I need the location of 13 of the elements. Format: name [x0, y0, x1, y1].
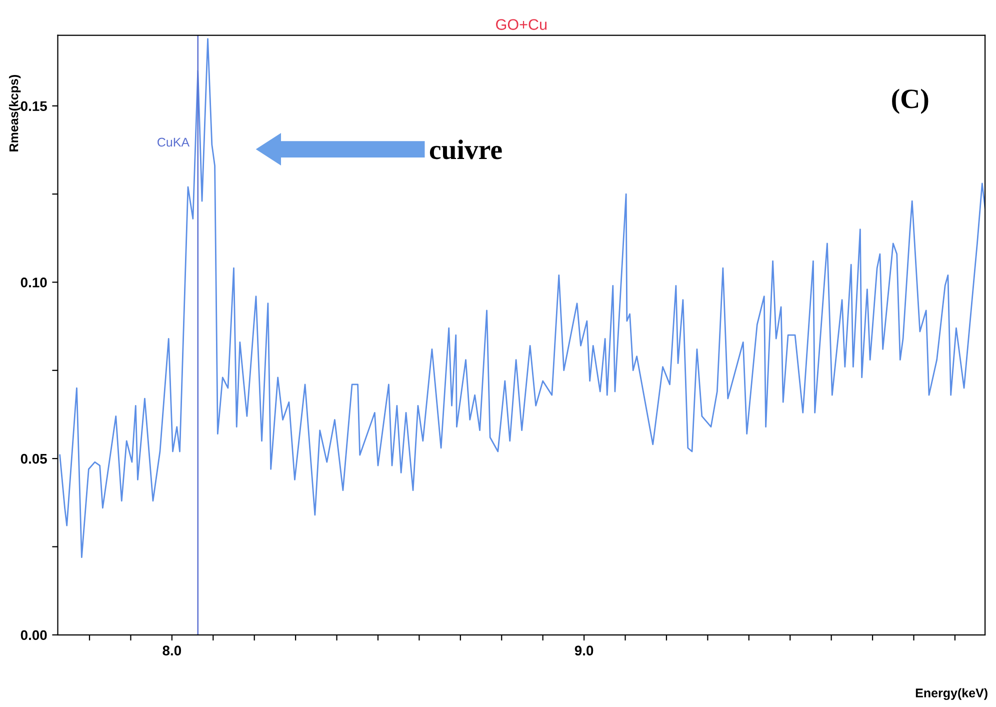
x-axis-title: Energy(keV)	[916, 688, 988, 700]
y-tick-label: 0.10	[20, 278, 47, 288]
chart-title: GO+Cu	[496, 19, 546, 30]
y-tick-label: 0.15	[20, 101, 47, 112]
line-series	[59, 38, 986, 558]
y-tick-label: 0.05	[20, 454, 47, 464]
x-tick-label: 8.0	[162, 646, 182, 656]
y-axis-title: Rmeas(kcps)	[9, 75, 21, 152]
y-tick-label: 0.00	[20, 630, 47, 640]
ref-line-label: CuKA	[158, 138, 190, 147]
annotation: cuivre	[430, 140, 502, 160]
annotation: (C)	[892, 88, 928, 114]
x-tick-label: 9.0	[574, 646, 594, 656]
